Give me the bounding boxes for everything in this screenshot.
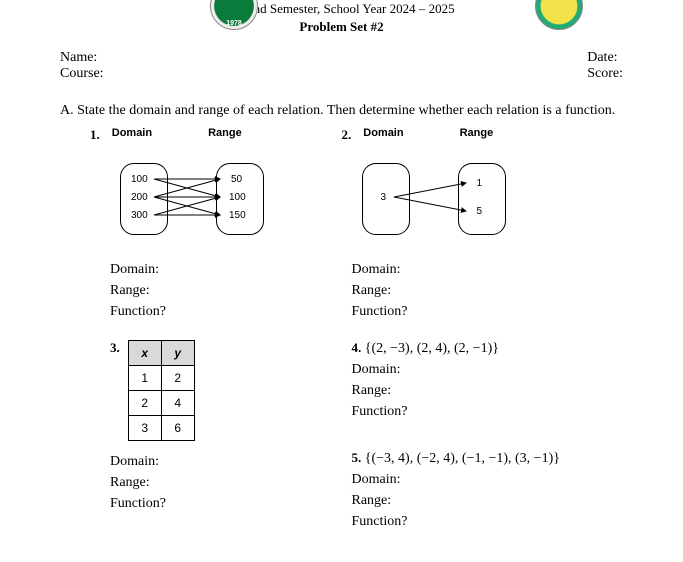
q4-number: 4. xyxy=(352,340,362,355)
q2-mapping: 3 1 5 xyxy=(352,143,562,253)
q2-arrows xyxy=(352,143,562,253)
q2-domain-prompt: Domain: xyxy=(352,259,624,280)
q3-function-prompt: Function? xyxy=(110,493,342,514)
q4-function-prompt: Function? xyxy=(352,401,499,422)
header-title: Problem Set #2 xyxy=(60,18,623,36)
q3-c: 6 xyxy=(161,416,194,441)
seal-year: 1978 xyxy=(211,20,257,27)
q1-range-hdr: Range xyxy=(208,127,242,139)
score-label: Score: xyxy=(587,66,623,82)
q3-range-prompt: Range: xyxy=(110,472,342,493)
q2-domain-hdr: Domain xyxy=(363,127,403,139)
q2-range-hdr: Range xyxy=(460,127,494,139)
q4-domain-prompt: Domain: xyxy=(352,359,499,380)
q3-table: x y 12 24 36 xyxy=(128,340,195,441)
q2-function-prompt: Function? xyxy=(352,301,624,322)
q5-function-prompt: Function? xyxy=(352,511,624,532)
q3-c: 2 xyxy=(161,366,194,391)
q3-number: 3. xyxy=(110,340,120,356)
q3-c: 1 xyxy=(128,366,161,391)
seal-left: 1978 xyxy=(210,0,258,30)
q3-col-x: x xyxy=(128,341,161,366)
q2-number: 2. xyxy=(342,127,352,143)
q1-mapping: 100 200 300 50 100 150 xyxy=(110,143,320,253)
q5-set: {(−3, 4), (−2, 4), (−1, −1), (3, −1)} xyxy=(365,451,560,466)
q3-col-y: y xyxy=(161,341,194,366)
q3-c: 3 xyxy=(128,416,161,441)
name-label: Name: xyxy=(60,50,104,66)
q3-domain-prompt: Domain: xyxy=(110,451,342,472)
q1-number: 1. xyxy=(90,127,100,143)
date-label: Date: xyxy=(587,50,623,66)
section-a-instruction: A. State the domain and range of each re… xyxy=(60,100,623,121)
q3-c: 2 xyxy=(128,391,161,416)
q2-range-prompt: Range: xyxy=(352,280,624,301)
q1-domain-prompt: Domain: xyxy=(110,259,342,280)
q5-number: 5. xyxy=(352,450,362,465)
q1-domain-hdr: Domain xyxy=(112,127,152,139)
q1-function-prompt: Function? xyxy=(110,301,342,322)
q5-domain-prompt: Domain: xyxy=(352,469,624,490)
q5-range-prompt: Range: xyxy=(352,490,624,511)
course-label: Course: xyxy=(60,66,104,82)
q1-arrows xyxy=(110,143,320,253)
q3-c: 4 xyxy=(161,391,194,416)
q4-set: {(2, −3), (2, 4), (2, −1)} xyxy=(365,341,499,356)
q4-range-prompt: Range: xyxy=(352,380,499,401)
q1-range-prompt: Range: xyxy=(110,280,342,301)
